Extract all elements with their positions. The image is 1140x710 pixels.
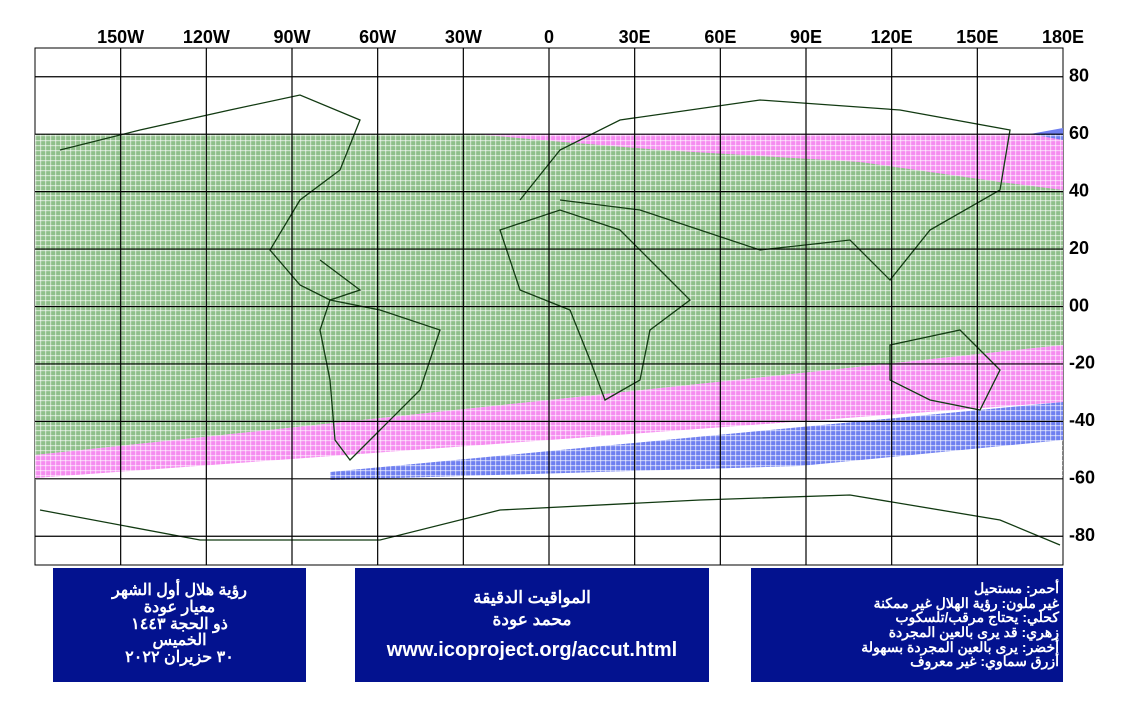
box-text: معيار عودة bbox=[143, 598, 216, 616]
lon-label: 120E bbox=[871, 27, 913, 47]
box-text: الخميس bbox=[152, 632, 207, 650]
info-box: أحمر: مستحيل غير ملون: رؤية الهلال غير مم… bbox=[751, 568, 1063, 682]
box-text: غير ملون: رؤية الهلال غير ممكنة bbox=[873, 594, 1059, 611]
lon-label: 60E bbox=[704, 27, 736, 47]
box-text: محمد عودة bbox=[492, 609, 572, 629]
lon-label: 30E bbox=[619, 27, 651, 47]
box-text: أزرق سماوي: غير معروف bbox=[910, 653, 1059, 670]
map: 150W 120W 90W 60W 30W 0 30E 60E 90E 120E 150E 180E 8… bbox=[34, 27, 1095, 566]
lon-label: 180E bbox=[1042, 27, 1084, 47]
lat-label: 60 bbox=[1069, 123, 1089, 143]
box-text: كحلي: يحتاج مرقب/تلسكوب bbox=[895, 609, 1059, 626]
box-text: زهري: قد يرى بالعين المجردة bbox=[888, 624, 1059, 640]
info-box: رؤية هلال أول الشهر معيار عودة ذو الحجة ١٤… bbox=[53, 568, 306, 682]
box-text: ٣٠ حزيران ٢٠٢٢ bbox=[125, 649, 234, 667]
lat-label: 00 bbox=[1069, 295, 1089, 315]
box-text: www.icoproject.org/accut.html bbox=[386, 639, 678, 662]
lat-label: -40 bbox=[1069, 410, 1095, 430]
box-text: أخضر: يرى بالعين المجردة بسهولة bbox=[861, 638, 1059, 655]
lon-label: 90W bbox=[273, 27, 310, 47]
lon-label: 30W bbox=[445, 27, 482, 47]
lon-label: 150W bbox=[97, 27, 144, 47]
lat-label: -60 bbox=[1069, 468, 1095, 488]
lon-label: 150E bbox=[956, 27, 998, 47]
lon-label: 0 bbox=[544, 27, 554, 47]
box-text: المواقيت الدقيقة bbox=[473, 587, 591, 607]
lon-label: 90E bbox=[790, 27, 822, 47]
box-text: رؤية هلال أول الشهر bbox=[111, 582, 248, 599]
lon-label: 120W bbox=[183, 27, 230, 47]
box-text: ذو الحجة ١٤٤٣ bbox=[131, 615, 228, 633]
lat-label: 40 bbox=[1069, 180, 1089, 200]
lat-label: -80 bbox=[1069, 525, 1095, 545]
lat-label: 80 bbox=[1069, 65, 1089, 85]
info-box: المواقيت الدقيقة محمد عودة www.icoproject.… bbox=[355, 568, 709, 682]
lat-label: 20 bbox=[1069, 238, 1089, 258]
lat-label: -20 bbox=[1069, 353, 1095, 373]
box-text: أحمر: مستحيل bbox=[974, 579, 1059, 596]
lon-label: 60W bbox=[359, 27, 396, 47]
